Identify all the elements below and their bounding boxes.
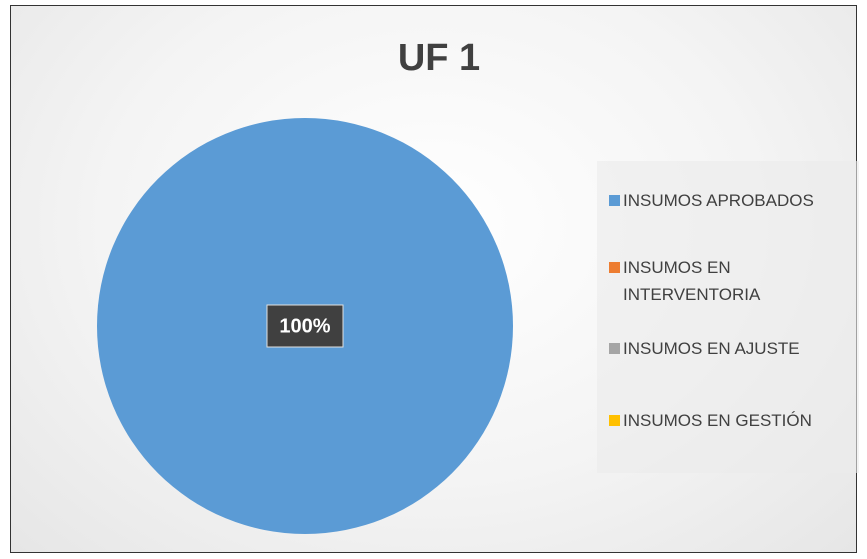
legend-label: INSUMOS EN AJUSTE xyxy=(623,339,800,358)
legend-item: INSUMOS EN INTERVENTORIA xyxy=(609,254,859,308)
legend-item: INSUMOS EN AJUSTE xyxy=(609,335,859,362)
legend: INSUMOS APROBADOS INSUMOS EN INTERVENTORI… xyxy=(597,161,859,473)
legend-item: INSUMOS EN GESTIÓN xyxy=(609,407,859,434)
legend-label: INSUMOS EN GESTIÓN xyxy=(623,411,812,430)
chart-title: UF 1 xyxy=(398,37,480,79)
chart-area: UF 1 100% INSUMOS APROBADOS INSUMOS EN IN… xyxy=(10,5,859,553)
legend-item: INSUMOS APROBADOS xyxy=(609,187,859,214)
legend-swatch xyxy=(609,195,620,206)
legend-label: INSUMOS APROBADOS xyxy=(623,191,814,210)
legend-swatch xyxy=(609,343,620,354)
data-label-box xyxy=(266,304,344,348)
chart: UF 1 100% xyxy=(97,37,513,534)
data-label: 100% xyxy=(279,315,330,337)
legend-label: INSUMOS EN INTERVENTORIA xyxy=(623,258,761,304)
legend-swatch xyxy=(609,415,620,426)
legend-swatch xyxy=(609,262,620,273)
